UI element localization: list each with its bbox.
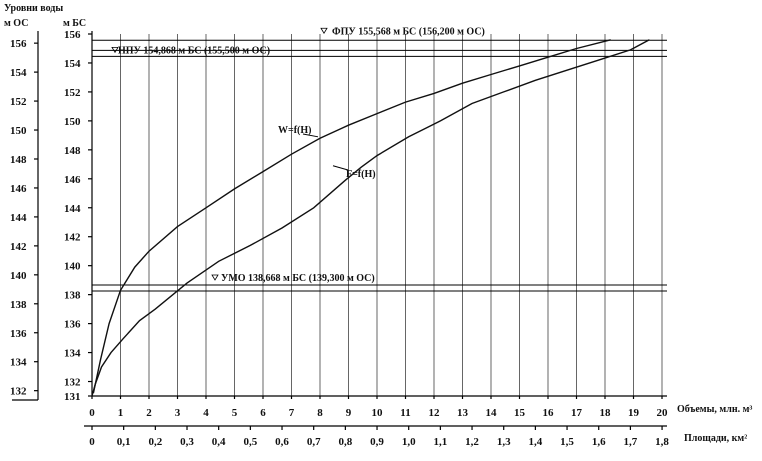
y-bs-tick-140: 140 — [64, 261, 81, 273]
x-area-tick-1,0: 1,0 — [402, 436, 416, 448]
x-area-tick-1,1: 1,1 — [433, 436, 447, 448]
series-line-f — [91, 39, 650, 397]
axes — [12, 31, 667, 427]
y-bs-ticks: 131 132 134 136 138 140 142 144 146 148 150 152 154 1… — [64, 29, 92, 403]
x-vol-tick-16: 16 — [543, 407, 555, 419]
grid-lines — [91, 34, 663, 396]
y-axis-title: Уровни воды — [4, 3, 63, 14]
x-area-tick-0,1: 0,1 — [117, 436, 131, 448]
x-area-tick-0,7: 0,7 — [307, 436, 321, 448]
series-leader-f — [332, 165, 349, 171]
y-os-tick-138: 138 — [10, 299, 27, 311]
level-label-1: ФПУ 155,568 м БС (156,200 м ОС) — [332, 26, 485, 37]
y-bs-tick-136: 136 — [64, 319, 81, 331]
x-area-tick-1,8: 1,8 — [655, 436, 669, 448]
x-vol-tick-14: 14 — [486, 407, 498, 419]
x-vol-tick-7: 7 — [289, 407, 295, 419]
x-area-tick-1,2: 1,2 — [465, 436, 479, 448]
y-bs-tick-146: 146 — [64, 174, 81, 186]
x-area-ticks: 0 0,1 0,2 0,3 0,4 0,5 0,6 0,7 0,8 0,9 1,0 1,1 1,2 1,3… — [89, 426, 669, 448]
y-axis-title-os: м ОС — [4, 18, 28, 29]
x-vol-tick-15: 15 — [514, 407, 526, 419]
x-vol-tick-6: 6 — [260, 407, 266, 419]
x-vol-tick-18: 18 — [600, 407, 612, 419]
y-os-tick-152: 152 — [10, 96, 27, 108]
x-area-tick-0,3: 0,3 — [180, 436, 194, 448]
y-os-tick-146: 146 — [10, 183, 27, 195]
series-leader-w — [302, 133, 319, 138]
y-os-tick-150: 150 — [10, 125, 27, 137]
y-bs-tick-138: 138 — [64, 290, 81, 302]
series-label-f: F=f(H) — [346, 169, 376, 180]
y-os-tick-134: 134 — [10, 357, 27, 369]
y-bs-tick-150: 150 — [64, 116, 81, 128]
level-marker-0 — [111, 46, 119, 54]
y-os-tick-154: 154 — [10, 67, 27, 79]
x-vol-tick-2: 2 — [146, 407, 152, 419]
y-bs-tick-131: 131 — [64, 391, 81, 403]
x-vol-tick-5: 5 — [232, 407, 238, 419]
x-area-tick-0,5: 0,5 — [243, 436, 257, 448]
y-os-tick-140: 140 — [10, 270, 27, 282]
y-bs-tick-142: 142 — [64, 232, 81, 244]
y-axis-title-bs: м БС — [63, 18, 86, 29]
x-area-tick-0,9: 0,9 — [370, 436, 384, 448]
x-area-tick-0,2: 0,2 — [148, 436, 162, 448]
x-area-tick-1,3: 1,3 — [497, 436, 511, 448]
x-area-tick-0,4: 0,4 — [212, 436, 226, 448]
y-bs-tick-154: 154 — [64, 58, 81, 70]
x-vol-tick-12: 12 — [429, 407, 441, 419]
x-vol-tick-4: 4 — [203, 407, 209, 419]
x-area-tick-1,4: 1,4 — [529, 436, 543, 448]
y-os-tick-156: 156 — [10, 38, 27, 50]
level-label-2: УМО 138,668 м БС (139,300 м ОС) — [221, 273, 375, 284]
x-area-tick-1,6: 1,6 — [592, 436, 606, 448]
y-bs-tick-156: 156 — [64, 29, 81, 41]
y-bs-tick-134: 134 — [64, 348, 81, 360]
y-os-tick-142: 142 — [10, 241, 27, 253]
level-lines: НПУ 154,868 м БС (155,500 м ОС) ФПУ 155,5… — [92, 26, 667, 292]
x-vol-tick-20: 20 — [657, 407, 669, 419]
x-area-tick-0,6: 0,6 — [275, 436, 289, 448]
curves — [91, 39, 650, 397]
y-os-tick-136: 136 — [10, 328, 27, 340]
x-vol-tick-11: 11 — [400, 407, 410, 419]
x-vol-tick-8: 8 — [317, 407, 323, 419]
x-axis-title-area: Площади, км² — [684, 433, 747, 444]
y-bs-tick-144: 144 — [64, 203, 81, 215]
x-vol-tick-1: 1 — [118, 407, 124, 419]
level-label-0: НПУ 154,868 м БС (155,500 м ОС) — [118, 45, 270, 56]
x-area-tick-1,7: 1,7 — [624, 436, 638, 448]
x-vol-tick-0: 0 — [89, 407, 95, 419]
x-area-tick-0: 0 — [89, 436, 95, 448]
series-label-w: W=f(H) — [278, 125, 311, 136]
x-vol-tick-9: 9 — [346, 407, 352, 419]
x-area-tick-1,5: 1,5 — [560, 436, 574, 448]
level-marker-2 — [211, 274, 219, 281]
y-bs-tick-132: 132 — [64, 377, 81, 389]
x-volume-ticks: 0 1 2 3 4 5 6 7 8 9 10 11 12 13 14 15 16 17 18 19 20 — [89, 396, 668, 419]
y-bs-tick-152: 152 — [64, 87, 81, 99]
series-line-w — [92, 39, 611, 394]
x-vol-tick-13: 13 — [457, 407, 469, 419]
y-os-tick-148: 148 — [10, 154, 27, 166]
x-area-tick-0,8: 0,8 — [338, 436, 352, 448]
y-os-ticks: 132 134 136 138 140 142 144 146 148 150 152 154 156 — [10, 38, 38, 398]
x-axis-title-volume: Объемы, млн. м³ — [677, 404, 752, 415]
x-vol-tick-17: 17 — [571, 407, 583, 419]
x-vol-tick-3: 3 — [175, 407, 181, 419]
x-vol-tick-19: 19 — [628, 407, 640, 419]
x-vol-tick-10: 10 — [372, 407, 384, 419]
level-marker-1 — [320, 27, 328, 35]
y-os-tick-144: 144 — [10, 212, 27, 224]
y-os-tick-132: 132 — [10, 386, 27, 398]
y-bs-tick-148: 148 — [64, 145, 81, 157]
